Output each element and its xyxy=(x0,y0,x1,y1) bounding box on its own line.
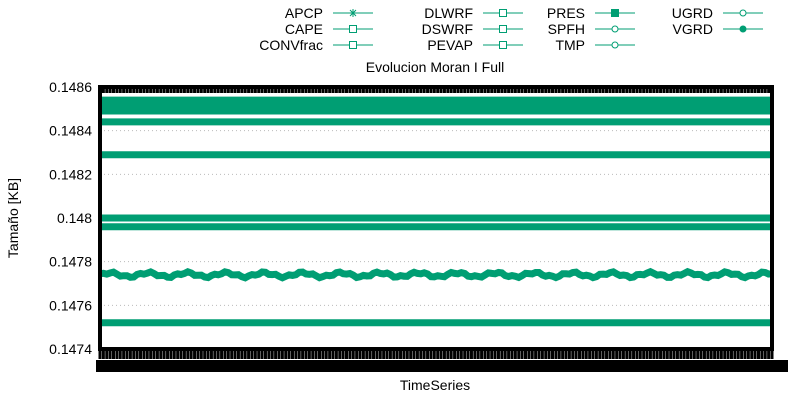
chart-title: Evolucion Moran I Full xyxy=(366,59,505,75)
legend-label: CONVfrac xyxy=(259,37,323,53)
legend-item-dlwrf: DLWRF xyxy=(424,5,523,21)
legend-marker xyxy=(611,41,619,49)
legend-item-tmp: TMP xyxy=(555,37,635,53)
legend-label: SPFH xyxy=(548,21,585,37)
legend-label: PRES xyxy=(547,5,585,21)
y-tick-label: 0.1484 xyxy=(49,123,92,139)
legend-label: VGRD xyxy=(673,21,713,37)
legend-item-pres: PRES xyxy=(547,5,635,21)
legend-item-spfh: SPFH xyxy=(548,21,635,37)
y-tick-label: 0.1478 xyxy=(49,254,92,270)
legend-marker xyxy=(349,25,357,33)
y-ticks: 0.1474 0.1476 0.1478 0.148 0.1482 0.1484 0.148… xyxy=(49,79,92,357)
legend-label: DSWRF xyxy=(422,21,473,37)
y-tick-label: 0.148 xyxy=(57,210,92,226)
legend-item-convfrac: CONVfrac xyxy=(259,37,373,53)
legend-label: PEVAP xyxy=(427,37,473,53)
y-tick-label: 0.1482 xyxy=(49,166,92,182)
legend-item-ugrd: UGRD xyxy=(672,5,763,21)
legend-marker xyxy=(611,9,619,17)
legend-label: APCP xyxy=(285,5,323,21)
legend-marker xyxy=(499,25,507,33)
legend-marker xyxy=(349,41,357,49)
legend-label: TMP xyxy=(555,37,585,53)
series-lines xyxy=(99,96,773,327)
legend-marker xyxy=(349,9,357,17)
series-line-pres xyxy=(99,267,773,282)
legend-marker xyxy=(499,9,507,17)
legend-item-pevap: PEVAP xyxy=(427,37,523,53)
legend-label: CAPE xyxy=(285,21,323,37)
x-tick-labels xyxy=(96,360,788,372)
legend-marker xyxy=(611,25,619,33)
legend-item-apcp: APCP xyxy=(285,5,373,21)
legend-marker xyxy=(739,25,747,33)
legend-marker xyxy=(739,9,747,17)
y-tick-label: 0.1486 xyxy=(49,79,92,95)
y-tick-label: 0.1474 xyxy=(49,341,92,357)
legend-item-dswrf: DSWRF xyxy=(422,21,523,37)
y-tick-label: 0.1476 xyxy=(49,297,92,313)
legend-item-cape: CAPE xyxy=(285,21,373,37)
legend-item-vgrd: VGRD xyxy=(673,21,763,37)
legend-marker xyxy=(499,41,507,49)
plot-frame xyxy=(98,85,774,351)
legend-label: DLWRF xyxy=(424,5,473,21)
legend-label: UGRD xyxy=(672,5,713,21)
x-axis-label: TimeSeries xyxy=(400,377,470,393)
y-axis-label: Tamaño [KB] xyxy=(5,178,21,258)
